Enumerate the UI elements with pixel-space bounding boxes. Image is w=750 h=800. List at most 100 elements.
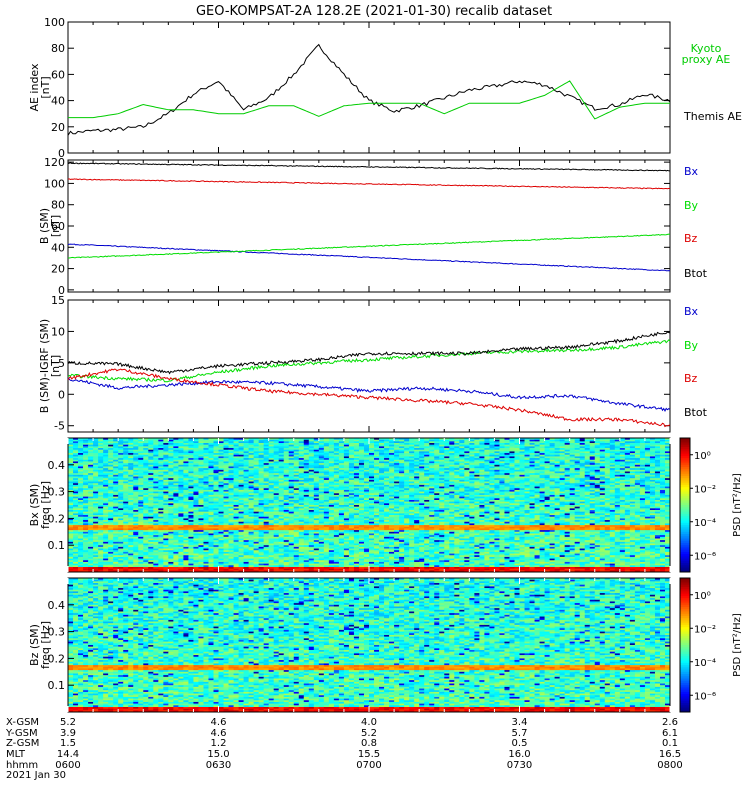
spectrogram-cell [519, 461, 525, 464]
spectrogram-cell [429, 459, 435, 462]
spectrogram-cell [68, 441, 74, 444]
spectrogram-cell [188, 448, 194, 451]
spectrogram-cell [343, 463, 350, 466]
spectrogram-cell [158, 456, 164, 459]
spectrogram-cell [323, 446, 330, 449]
spectrogram-cell [233, 454, 239, 457]
spectrogram-cell [594, 438, 601, 441]
spectrogram-cell [494, 446, 500, 449]
spectrogram-cell [519, 441, 525, 444]
spectrogram-cell [168, 449, 174, 452]
spectrogram-cell [619, 441, 626, 444]
spectrogram-cell [454, 451, 460, 454]
spectrogram-cell [479, 451, 485, 454]
spectrogram-cell [128, 441, 134, 444]
spectrogram-cell [569, 448, 576, 451]
spectrogram-cell [78, 439, 84, 442]
spectrogram-cell [619, 443, 626, 446]
spectrogram-cell [549, 454, 556, 457]
spectrogram-cell [268, 458, 275, 461]
spectrogram-cell [619, 456, 626, 459]
spectrogram-cell [83, 446, 89, 449]
spectrogram-cell [549, 461, 556, 464]
spectrogram-cell [338, 448, 345, 451]
spectrogram-cell [409, 448, 415, 451]
spectrogram-cell [539, 444, 545, 447]
spectrogram-cell [509, 454, 515, 457]
spectrogram-cell [203, 463, 209, 466]
spectrogram-cell [654, 448, 661, 451]
spectrogram-cell [173, 463, 179, 466]
spectrogram-cell [138, 441, 144, 444]
spectrogram-cell [424, 454, 430, 457]
spectrogram-cell [639, 456, 646, 459]
spectrogram-cell [78, 459, 84, 462]
spectrogram-cell [228, 456, 234, 459]
spectrogram-cell [629, 439, 636, 442]
spectrogram-cell [524, 438, 530, 441]
spectrogram-cell [138, 461, 144, 464]
spectrogram-cell [619, 444, 626, 447]
spectrogram-cell [634, 453, 641, 456]
spectrogram-cell [384, 456, 390, 459]
spectrogram-cell [173, 446, 179, 449]
spectrogram-cell [363, 443, 370, 446]
spectrogram-cell [449, 454, 455, 457]
spectrogram-cell [489, 459, 495, 462]
spectrogram-cell [594, 459, 601, 462]
spectrogram-cell [123, 464, 129, 467]
spectrogram-cell [313, 449, 320, 452]
spectrogram-cell [629, 453, 636, 456]
spectrogram-cell [559, 451, 566, 454]
spectrogram-cell [414, 458, 420, 461]
spectrogram-cell [148, 463, 154, 466]
spectrogram-cell [73, 461, 79, 464]
spectrogram-cell [183, 453, 189, 456]
spectrogram-cell [138, 446, 144, 449]
spectrogram-cell [253, 458, 260, 461]
spectrogram-cell [278, 449, 285, 452]
spectrogram-cell [343, 446, 350, 449]
spectrogram-cell [218, 454, 224, 457]
spectrogram-cell [68, 454, 74, 457]
spectrogram-cell [143, 439, 149, 442]
spectrogram-cell [599, 451, 606, 454]
spectrogram-cell [544, 454, 550, 457]
spectrogram-cell [509, 459, 515, 462]
spectrogram-cell [98, 463, 104, 466]
spectrogram-cell [118, 449, 124, 452]
spectrogram-cell [619, 439, 626, 442]
spectrogram-cell [564, 454, 571, 457]
spectrogram-cell [374, 441, 380, 444]
spectrogram-cell [564, 453, 571, 456]
spectrogram-cell [108, 461, 114, 464]
spectrogram-cell [333, 456, 340, 459]
spectrogram-cell [103, 464, 109, 467]
spectrogram-cell [243, 458, 249, 461]
spectrogram-cell [338, 449, 345, 452]
spectrogram-cell [544, 451, 550, 454]
spectrogram-cell [248, 459, 255, 462]
spectrogram-cell [624, 459, 631, 462]
spectrogram-cell [273, 459, 280, 462]
spectrogram-cell [544, 448, 550, 451]
spectrogram-cell [419, 443, 425, 446]
spectrogram-cell [353, 449, 360, 452]
spectrogram-cell [569, 454, 576, 457]
spectrogram-cell [529, 446, 535, 449]
spectrogram-cell [424, 456, 430, 459]
spectrogram-cell [163, 441, 169, 444]
spectrogram-cell [564, 463, 571, 466]
spectrogram-cell [213, 458, 219, 461]
spectrogram-cell [318, 451, 325, 454]
spectrogram-cell [604, 453, 611, 456]
spectrogram-cell [313, 439, 320, 442]
spectrogram-cell [188, 443, 194, 446]
spectrogram-cell [143, 438, 149, 441]
spectrogram-cell [589, 459, 596, 462]
spectrogram-cell [454, 456, 460, 459]
spectrogram-cell [389, 451, 395, 454]
spectrogram-cell [439, 453, 445, 456]
spectrogram-cell [469, 451, 475, 454]
spectrogram-cell [494, 448, 500, 451]
